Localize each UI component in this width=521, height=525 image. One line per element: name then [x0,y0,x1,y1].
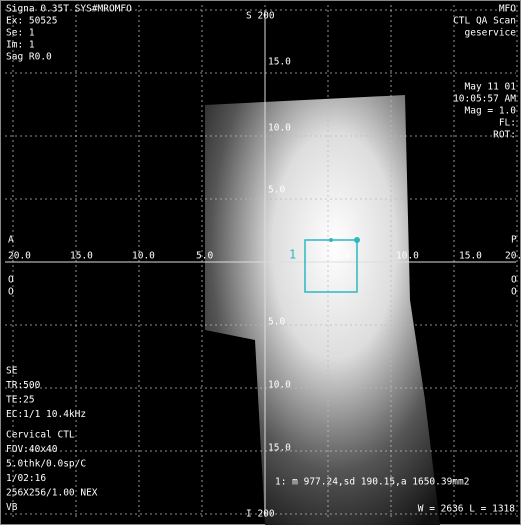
info-top-left: Im: 1 [6,40,35,51]
roi-handle[interactable] [329,238,333,242]
info-top-right: CTL QA Scan [453,16,516,27]
info-bottom-left: 5.0thk/0.0sp/C [6,459,86,470]
scale-label: 15.0 [268,57,291,68]
side-mark: O [511,287,517,298]
scale-label: 5.0 [268,185,285,196]
scale-label: 10.0 [268,380,291,391]
info-top-right: ROT: [493,130,516,141]
info-top-right: FL: [499,118,516,129]
info-top-right: MFO [499,4,516,15]
info-top-left: Ex: 50525 [6,16,57,27]
scale-label: 5.0 [333,251,350,262]
info-top-right: 10:05:57 AM [453,94,516,105]
info-bottom-left: TE:25 [6,395,35,406]
bottom-center: I 200 [246,509,275,520]
info-top-right: May 11 01 [465,82,517,93]
info-bottom-left: SE [6,366,18,377]
left-marker: A [8,235,14,246]
info-top-right: geservice [465,28,517,39]
info-bottom-left: 1/02:16 [6,473,46,484]
info-top-left: Signa 0.35T SYS#MROMFO [6,4,132,15]
info-bottom-left: 256X256/1.00 NEX [6,488,98,499]
scale-label: 10.0 [132,251,155,262]
scale-label: 10.0 [268,123,291,134]
scale-label: 15.0 [459,251,482,262]
scale-label: 5.0 [196,251,213,262]
right-marker: P [511,235,517,246]
info-top-left: Sag R0.0 [6,52,52,63]
side-mark: O [8,287,14,298]
info-bottom-left: VB [6,502,18,513]
scale-label: 20.0 [505,251,521,262]
side-mark: O [8,275,14,286]
info-bottom-left: Cervical CTL [6,430,75,441]
info-bottom-left: TR:500 [6,380,41,391]
roi-handle[interactable] [354,237,360,243]
info-top-left: Se: 1 [6,28,35,39]
scale-label: 5.0 [268,317,285,328]
scan-image [205,95,440,525]
scale-label: 15.0 [268,443,291,454]
scale-label: 10.0 [396,251,419,262]
scale-label: 15.0 [70,251,93,262]
scale-label: 20.0 [8,251,31,262]
window-level: W = 2636 L = 1318 [418,504,516,515]
roi-label: 1 [289,248,296,262]
roi-stats: 1: m 977.24,sd 190.15,a 1650.39mm2 [275,477,469,488]
info-bottom-left: FOV:40x40 [6,444,58,455]
info-top-right: Mag = 1.0 [465,106,517,117]
top-center: S 200 [246,11,275,22]
side-mark: O [511,275,517,286]
info-bottom-left: EC:1/1 10.4kHz [6,409,86,420]
